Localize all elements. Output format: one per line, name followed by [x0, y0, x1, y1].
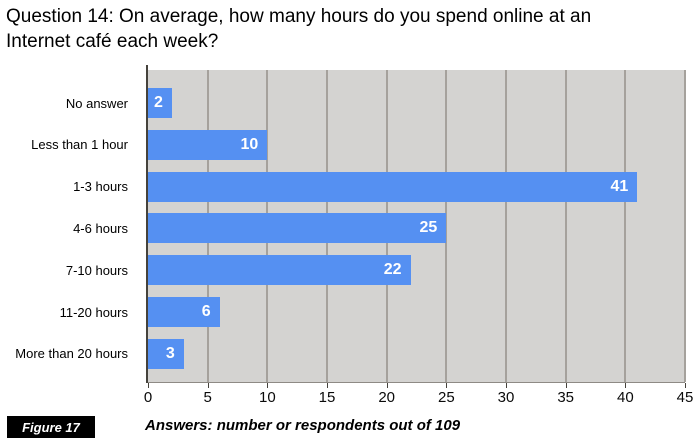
bar-row: 4-6 hours 25: [0, 213, 685, 244]
x-axis-tick: [506, 383, 507, 388]
x-axis-tick-label: 45: [676, 389, 694, 406]
bar: 3: [148, 338, 184, 369]
category-label: Less than 1 hour: [31, 137, 128, 153]
x-axis-tick: [207, 383, 209, 388]
bar-value-label: 41: [610, 177, 629, 195]
bar: 6: [148, 297, 220, 328]
bar-row: 1-3 hours 41: [0, 171, 685, 202]
bar: 2: [148, 88, 172, 118]
category-label: 4-6 hours: [73, 220, 128, 236]
x-axis-tick-label: 30: [497, 389, 515, 406]
bar-row: 11-20 hours 6: [0, 297, 685, 328]
x-axis-tick: [625, 383, 627, 388]
bar-value-label: 22: [383, 261, 402, 279]
bar-value-label: 2: [153, 94, 163, 111]
category-label: 7-10 hours: [65, 262, 128, 278]
x-axis-tick-label: 5: [203, 389, 212, 406]
bar: 25: [148, 213, 447, 244]
bar-row: Less than 1 hour 10: [0, 129, 685, 160]
x-axis-tick-label: 40: [616, 389, 634, 406]
bar-value-label: 3: [165, 344, 175, 362]
x-axis-tick-label: 10: [258, 389, 276, 406]
bar-value-label: 25: [419, 219, 438, 237]
bar-rows: No answer 2 Less than 1 hour 10 1-3 hours 41 4…: [0, 70, 685, 383]
chart-caption: Answers: number or respondents out of 10…: [145, 417, 461, 434]
gridline: [684, 70, 686, 382]
bar-row: More than 20 hours 3: [0, 338, 685, 369]
chart-title: Question 14: On average, how many hours …: [6, 4, 591, 54]
x-axis-tick: [327, 383, 328, 388]
bar-row: 7-10 hours 22: [0, 255, 685, 286]
x-axis-tick-label: 20: [378, 389, 395, 406]
gridline: [624, 70, 627, 382]
x-axis-tick-label: 25: [437, 389, 455, 406]
x-axis-tick: [267, 383, 269, 388]
x-axis-tick: [685, 383, 686, 388]
chart-title-line2: Internet café each week?: [6, 31, 219, 52]
x-axis-tick-label: 15: [318, 389, 336, 406]
x-axis-tick-label: 35: [557, 389, 574, 406]
bar-value-label: 6: [201, 303, 211, 321]
category-label: More than 20 hours: [15, 346, 128, 362]
x-axis-tick: [148, 383, 149, 388]
bar: 10: [148, 129, 268, 160]
x-axis-tick: [565, 383, 567, 388]
gridline: [564, 70, 567, 382]
bar-row: No answer 2: [0, 88, 685, 118]
gridline: [505, 70, 507, 382]
x-axis-tick: [446, 383, 448, 388]
chart-title-line1: Question 14: On average, how many hours …: [6, 6, 592, 27]
bar-value-label: 10: [240, 135, 259, 153]
category-label: 1-3 hours: [73, 179, 128, 195]
figure-badge: Figure 17: [7, 416, 95, 438]
category-label: 11-20 hours: [59, 304, 128, 320]
bar: 22: [148, 255, 411, 286]
y-axis-line: [146, 65, 148, 383]
x-axis-tick: [386, 383, 388, 388]
figure-badge-label: Figure 17: [22, 419, 80, 435]
bar: 41: [148, 171, 638, 202]
x-axis-tick-label: 0: [143, 389, 153, 406]
category-label: No answer: [65, 95, 128, 111]
gridline: [445, 70, 448, 382]
